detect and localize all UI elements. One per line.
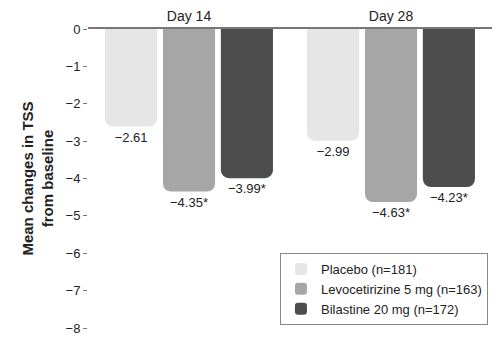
- svg-text:Placebo (n=181): Placebo (n=181): [321, 262, 417, 277]
- svg-text:−6: −6: [66, 246, 81, 261]
- svg-text:Bilastine 20 mg (n=172): Bilastine 20 mg (n=172): [321, 302, 459, 317]
- svg-text:−1: −1: [66, 59, 81, 74]
- svg-text:−8: −8: [66, 321, 81, 336]
- svg-text:−2: −2: [66, 96, 81, 111]
- svg-text:−4: −4: [66, 171, 81, 186]
- svg-text:−7: −7: [66, 283, 81, 298]
- svg-text:−2.61: −2.61: [115, 130, 148, 145]
- svg-text:−5: −5: [66, 208, 81, 223]
- svg-text:0: 0: [73, 22, 80, 37]
- svg-text:−4.35*: −4.35*: [170, 195, 208, 210]
- svg-text:−4.63*: −4.63*: [372, 205, 410, 220]
- svg-text:Levocetirizine 5 mg (n=163): Levocetirizine 5 mg (n=163): [321, 282, 482, 297]
- svg-text:−3.99*: −3.99*: [228, 181, 266, 196]
- svg-text:−2.99: −2.99: [317, 144, 350, 159]
- svg-text:Day 28: Day 28: [369, 8, 414, 24]
- svg-text:−3: −3: [66, 134, 81, 149]
- svg-text:Day 14: Day 14: [167, 8, 212, 24]
- svg-text:−4.23*: −4.23*: [430, 190, 468, 205]
- svg-text:Mean changes in TSSfrom baseli: Mean changes in TSSfrom baseline: [19, 101, 56, 255]
